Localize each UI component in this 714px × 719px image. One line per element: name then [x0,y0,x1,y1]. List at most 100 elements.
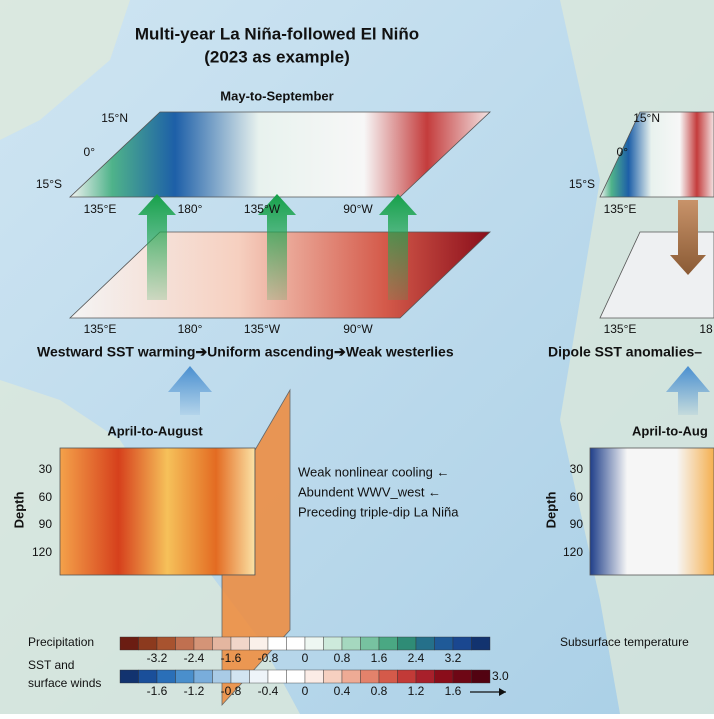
lon-label: 18 [699,322,713,336]
colorbar-cell [138,669,158,684]
depth-tick: 90 [570,517,584,531]
colorbar-cell [286,636,306,651]
legend-label: Subsurface temperature [560,635,689,649]
colorbar-cell [415,636,435,651]
colorbar-cell [212,636,232,651]
colorbar-cell [175,636,195,651]
colorbar-cell [434,669,454,684]
colorbar-cell [397,669,417,684]
up-arrows [138,194,710,415]
subsurface-panel-right [589,447,714,576]
colorbar-cell [249,669,269,684]
colorbar-tick: 1.2 [408,684,425,698]
lon-label: 135°E [604,322,637,336]
wind-ref-head [499,688,506,696]
lat-label: 15°S [36,177,62,191]
colorbar-tick: 0.4 [334,684,351,698]
legend-label: SST and [28,658,74,672]
note: Preceding triple-dip La Niña [298,504,459,519]
lat-label: 0° [617,145,629,159]
colorbar-cell [360,669,380,684]
colorbar-tick: 1.6 [445,684,462,698]
colorbar-cell [267,669,287,684]
lon-label: 135°W [244,202,281,216]
lat-label: 15°S [569,177,595,191]
colorbar-cell [452,669,472,684]
lat-label: 0° [84,145,96,159]
colorbar-cell [341,669,361,684]
colorbar-cell [175,669,195,684]
subsurface-panel [59,447,256,576]
colorbar-cell [434,636,454,651]
depth-tick: 120 [32,545,52,559]
subtitle: (2023 as example) [204,47,350,66]
colorbar-cell [212,669,232,684]
axis-label: Depth [543,492,558,529]
colorbar-cell [323,669,343,684]
colorbar-cell [323,636,343,651]
depth-tick: 60 [570,490,584,504]
depth-tick: 30 [570,462,584,476]
colorbar-tick: 1.6 [371,651,388,665]
legend-label: Precipitation [28,635,94,649]
colorbar-cell [360,636,380,651]
colorbar-tick: -1.2 [184,684,205,698]
precip-panel-right [599,111,714,198]
lon-label: 135°W [244,322,281,336]
depth-tick: 60 [39,490,53,504]
colorbar-cell [193,669,213,684]
colorbar-cell [156,669,176,684]
colorbar-tick: 0.8 [334,651,351,665]
depth-tick: 120 [563,545,583,559]
colorbar-tick: -1.6 [147,684,168,698]
colorbar-cell [156,636,176,651]
season: April-to-August [107,423,203,438]
colorbar-cell [304,636,324,651]
colorbar-tick: -0.8 [258,651,279,665]
lon-label: 180° [178,202,203,216]
colorbar-cell [193,636,213,651]
colorbar-tick: 2.4 [408,651,425,665]
colorbar-cell [249,636,269,651]
colorbar-cell [415,669,435,684]
lon-label: 135°E [84,202,117,216]
legend-label: surface winds [28,676,101,690]
colorbar-cell [471,669,491,684]
colorbar-tick: -1.6 [221,651,242,665]
colorbar-tick: -0.8 [221,684,242,698]
lon-label: 90°W [343,322,373,336]
colorbar-cell [267,636,287,651]
colorbar-tick: 0.8 [371,684,388,698]
season: April-to-Aug [632,423,708,438]
colorbar-cell [119,636,139,651]
axis-label: Depth [11,492,26,529]
lon-label: 135°E [604,202,637,216]
colorbar-cell [304,669,324,684]
lat-label: 15°N [101,111,128,125]
lon-label: 90°W [343,202,373,216]
depth-tick: 30 [39,462,53,476]
colorbar-cell [230,669,250,684]
colorbar-cell [397,636,417,651]
wind-ref: 3.0 [492,669,509,683]
lon-label: 135°E [84,322,117,336]
mechanism: Dipole SST anomalies– [548,344,702,360]
title: Multi-year La Niña-followed El Niño [135,24,419,43]
colorbar-tick: -3.2 [147,651,168,665]
colorbar-tick: -0.4 [258,684,279,698]
depth-tick: 90 [39,517,53,531]
colorbar-cell [452,636,472,651]
colorbar-tick: -2.4 [184,651,205,665]
lon-label: 180° [178,322,203,336]
colorbar-cell [138,636,158,651]
colorbar-cell [471,636,491,651]
colorbar-cell [378,636,398,651]
note: Abundent WWV_west ← [298,484,441,499]
colorbar-cell [119,669,139,684]
subsurface-slice [221,388,291,707]
lat-label: 15°N [633,111,660,125]
colorbar-cell [378,669,398,684]
colorbar-cell [341,636,361,651]
colorbar-tick: 3.2 [445,651,462,665]
